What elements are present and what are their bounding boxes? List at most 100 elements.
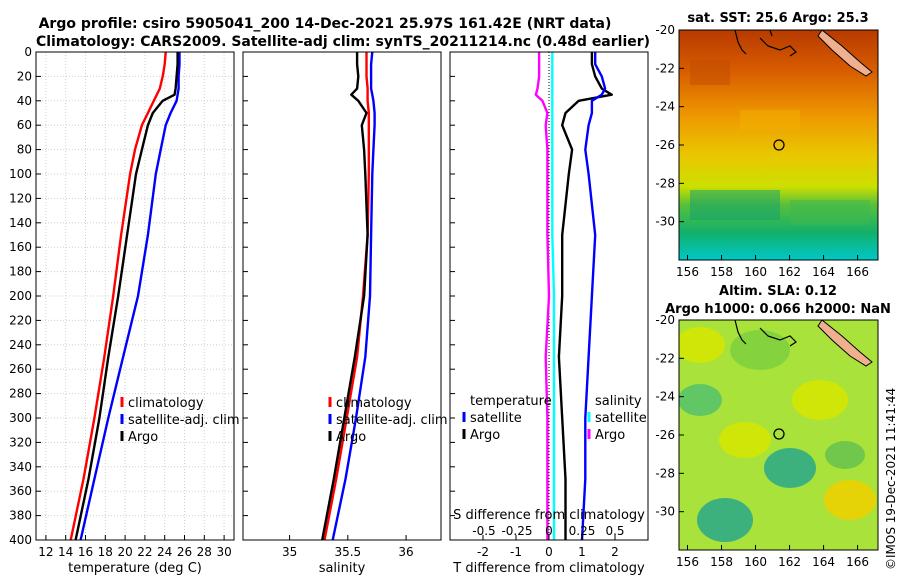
lon-tick-label: 166	[846, 555, 869, 569]
series-line-salinity-argo	[534, 52, 551, 540]
y-tick-label: 320	[9, 435, 32, 449]
x-tick-label: 1	[578, 545, 586, 559]
lon-tick-label: 162	[778, 555, 801, 569]
sla-map: Altim. SLA: 0.12 Argo h1000: 0.066 h2000…	[655, 284, 890, 569]
lat-tick-label: -24	[655, 100, 675, 114]
sla-map-axes: -20 -22 -24 -26 -28 -30 156 158 160 162 164 166	[655, 313, 869, 569]
lat-tick-label: -30	[655, 215, 675, 229]
y-tick-label: 60	[17, 118, 32, 132]
y-tick-label: 300	[9, 411, 32, 425]
salinity-panel: 35 35.5 36 salinity climatology satellite-adj…	[242, 51, 448, 576]
y-tick-label: 380	[9, 509, 32, 523]
sla-blob	[730, 330, 790, 370]
x-tick-label: 28	[197, 545, 212, 559]
x-axis-label: salinity	[319, 561, 366, 576]
lat-tick-label: -22	[655, 351, 675, 365]
series-line-satellite-adj-clim	[79, 52, 181, 541]
figure-title-line2: Climatology: CARS2009. Satellite-adj cli…	[36, 34, 650, 50]
lon-tick-label: 160	[744, 265, 767, 279]
x-tick-label: 24	[157, 545, 172, 559]
series-line-argo	[74, 52, 179, 541]
lon-tick-label: 156	[676, 555, 699, 569]
lat-tick-label: -20	[655, 23, 675, 37]
x-tick-label-secondary: 0.25	[569, 524, 596, 538]
y-tick-label: 240	[9, 338, 32, 352]
argo-position-marker	[773, 428, 785, 440]
lon-tick-label: 158	[710, 555, 733, 569]
legend-header: temperature	[470, 394, 552, 409]
panel-frame	[242, 51, 442, 541]
reef-outline	[734, 30, 747, 55]
x-tick-label: 18	[98, 545, 113, 559]
lat-tick-label: -20	[655, 313, 675, 327]
legend-label: Argo	[595, 428, 625, 443]
lat-tick-label: -28	[655, 176, 675, 190]
sla-blob	[679, 327, 725, 363]
legend-label: satellite-adj. clim	[336, 413, 448, 428]
sst-map: sat. SST: 25.6 Argo: 25.3 -20-22-24-26-2…	[655, 11, 879, 279]
reef-outline	[769, 30, 773, 37]
reef-outline	[759, 327, 797, 347]
legend-header: salinity	[595, 394, 642, 409]
sla-blob	[825, 441, 865, 469]
y-tick-label: 400	[9, 533, 32, 547]
lon-tick-label: 158	[710, 265, 733, 279]
lon-tick-label: 164	[812, 265, 835, 279]
footer-stamp: ©IMOS 19-Dec-2021 11:41:44	[884, 388, 898, 570]
sst-patch	[740, 110, 800, 130]
new-caledonia-land	[817, 30, 873, 77]
lat-tick-label: -24	[655, 390, 675, 404]
y-tick-label: 260	[9, 362, 32, 376]
argo-position-marker	[773, 139, 785, 151]
x-axis-label: T difference from climatology	[452, 561, 645, 576]
y-tick-label: 80	[17, 143, 32, 157]
legend-label: Argo	[336, 430, 366, 445]
sst-patch	[790, 200, 870, 225]
series-line-argo	[321, 52, 369, 541]
lon-tick-label: 166	[846, 265, 869, 279]
x-tick-label: 35	[282, 545, 297, 559]
x-tick-label: 2	[611, 545, 619, 559]
new-caledonia-land	[817, 320, 873, 367]
x-tick-label-secondary: 0	[545, 524, 553, 538]
legend-label: satellite	[595, 411, 647, 426]
figure-title-line1: Argo profile: csiro 5905041_200 14-Dec-2…	[39, 16, 612, 32]
sla-blob	[792, 380, 848, 420]
x-tick-label: 26	[177, 545, 192, 559]
series-line-salinity-satellite	[551, 52, 556, 540]
x-tick-label: -1	[510, 545, 522, 559]
y-tick-label: 160	[9, 240, 32, 254]
y-tick-label: 280	[9, 387, 32, 401]
reef-outline	[734, 320, 747, 345]
series-line-satellite-adj-clim	[331, 51, 376, 541]
sla-blob	[697, 498, 753, 542]
lat-tick-label: -30	[655, 505, 675, 519]
y-tick-label: 360	[9, 484, 32, 498]
y-tick-label: 120	[9, 191, 32, 205]
x-tick-label: 30	[216, 545, 231, 559]
x-tick-label: 12	[38, 545, 53, 559]
sla-blob	[824, 480, 876, 520]
x-tick-label: 35.5	[334, 545, 361, 559]
x-tick-label-secondary: -0.25	[501, 524, 532, 538]
y-tick-label: 180	[9, 265, 32, 279]
lon-tick-label: 156	[676, 265, 699, 279]
x-tick-label: 22	[137, 545, 152, 559]
sla-blob	[679, 384, 722, 416]
lat-tick-label: -26	[655, 428, 675, 442]
series-line-climatology	[323, 52, 370, 541]
sst-patch	[690, 60, 730, 85]
x-tick-label: 14	[58, 545, 73, 559]
y-tick-label: 340	[9, 460, 32, 474]
series-line-temperature-argo	[557, 52, 613, 540]
legend-label: satellite-adj. clim	[128, 413, 240, 428]
y-tick-label: 200	[9, 289, 32, 303]
legend-label: climatology	[128, 396, 204, 411]
reef-outline	[759, 37, 797, 57]
sst-map-title: sat. SST: 25.6 Argo: 25.3	[687, 11, 868, 26]
x-tick-label-secondary: 0.5	[605, 524, 624, 538]
sla-blob	[764, 448, 816, 488]
y-tick-label: 20	[17, 69, 32, 83]
series-line-climatology	[69, 51, 167, 541]
legend-label: satellite	[470, 411, 522, 426]
